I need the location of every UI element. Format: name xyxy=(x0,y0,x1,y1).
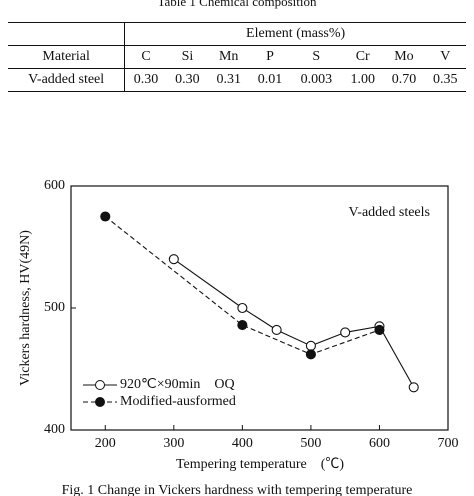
group-header: Element (mass%) xyxy=(124,22,466,46)
legend-marker xyxy=(95,397,105,407)
column-header: Mn xyxy=(208,45,250,69)
row-header: Material xyxy=(8,45,126,69)
column-header: C xyxy=(124,45,167,69)
legend-marker xyxy=(95,380,105,390)
data-point xyxy=(237,302,248,314)
cell: 0.01 xyxy=(249,68,291,92)
cell: 0.30 xyxy=(166,68,209,92)
cell: 0.35 xyxy=(424,68,466,92)
data-point xyxy=(271,324,282,336)
series-line xyxy=(104,216,380,355)
column-header: P xyxy=(249,45,291,69)
annotation: V-added steels xyxy=(348,205,430,220)
cell: 0.31 xyxy=(208,68,250,92)
x-tick-label: 300 xyxy=(163,436,184,451)
cell: 0.70 xyxy=(383,68,425,92)
row-label: V-added steel xyxy=(8,68,126,92)
column-header: S xyxy=(290,45,343,69)
legend-label: Modified-ausformed xyxy=(120,394,236,409)
x-axis-label: Tempering temperature (℃) xyxy=(176,457,344,472)
data-point xyxy=(100,211,111,222)
data-point xyxy=(340,327,351,338)
column-header: Cr xyxy=(342,45,384,69)
data-point xyxy=(168,254,179,265)
corner xyxy=(8,22,126,46)
figure-caption: Fig. 1 Change in Vickers hardness with t… xyxy=(62,483,413,496)
column-header: Mo xyxy=(383,45,425,69)
data-point xyxy=(408,382,419,393)
x-tick-label: 500 xyxy=(300,436,321,451)
data-point xyxy=(237,320,248,331)
legend-label: 920℃×90min OQ xyxy=(120,377,235,392)
y-tick-label: 600 xyxy=(44,178,65,193)
cell: 0.30 xyxy=(124,68,167,92)
column-header: V xyxy=(424,45,466,69)
x-tick-label: 400 xyxy=(232,436,253,451)
data-point xyxy=(305,340,316,351)
x-tick-label: 600 xyxy=(369,436,390,451)
x-tick-label: 700 xyxy=(438,436,459,451)
table: Element (mass%) Material C Si Mn P S Cr Mo V V-a… xyxy=(8,22,466,92)
table-caption: Table 1 Chemical composition xyxy=(157,0,317,9)
cell: 1.00 xyxy=(342,68,384,92)
cell: 0.003 xyxy=(290,68,343,92)
x-tick-label: 200 xyxy=(95,436,116,451)
data-point xyxy=(374,324,385,336)
column-header: Si xyxy=(166,45,209,69)
y-axis-label: Vickers hardness, HV(49N) xyxy=(18,230,33,386)
y-tick-label: 400 xyxy=(44,422,65,437)
y-tick-label: 500 xyxy=(44,300,65,315)
data-point xyxy=(305,349,316,360)
